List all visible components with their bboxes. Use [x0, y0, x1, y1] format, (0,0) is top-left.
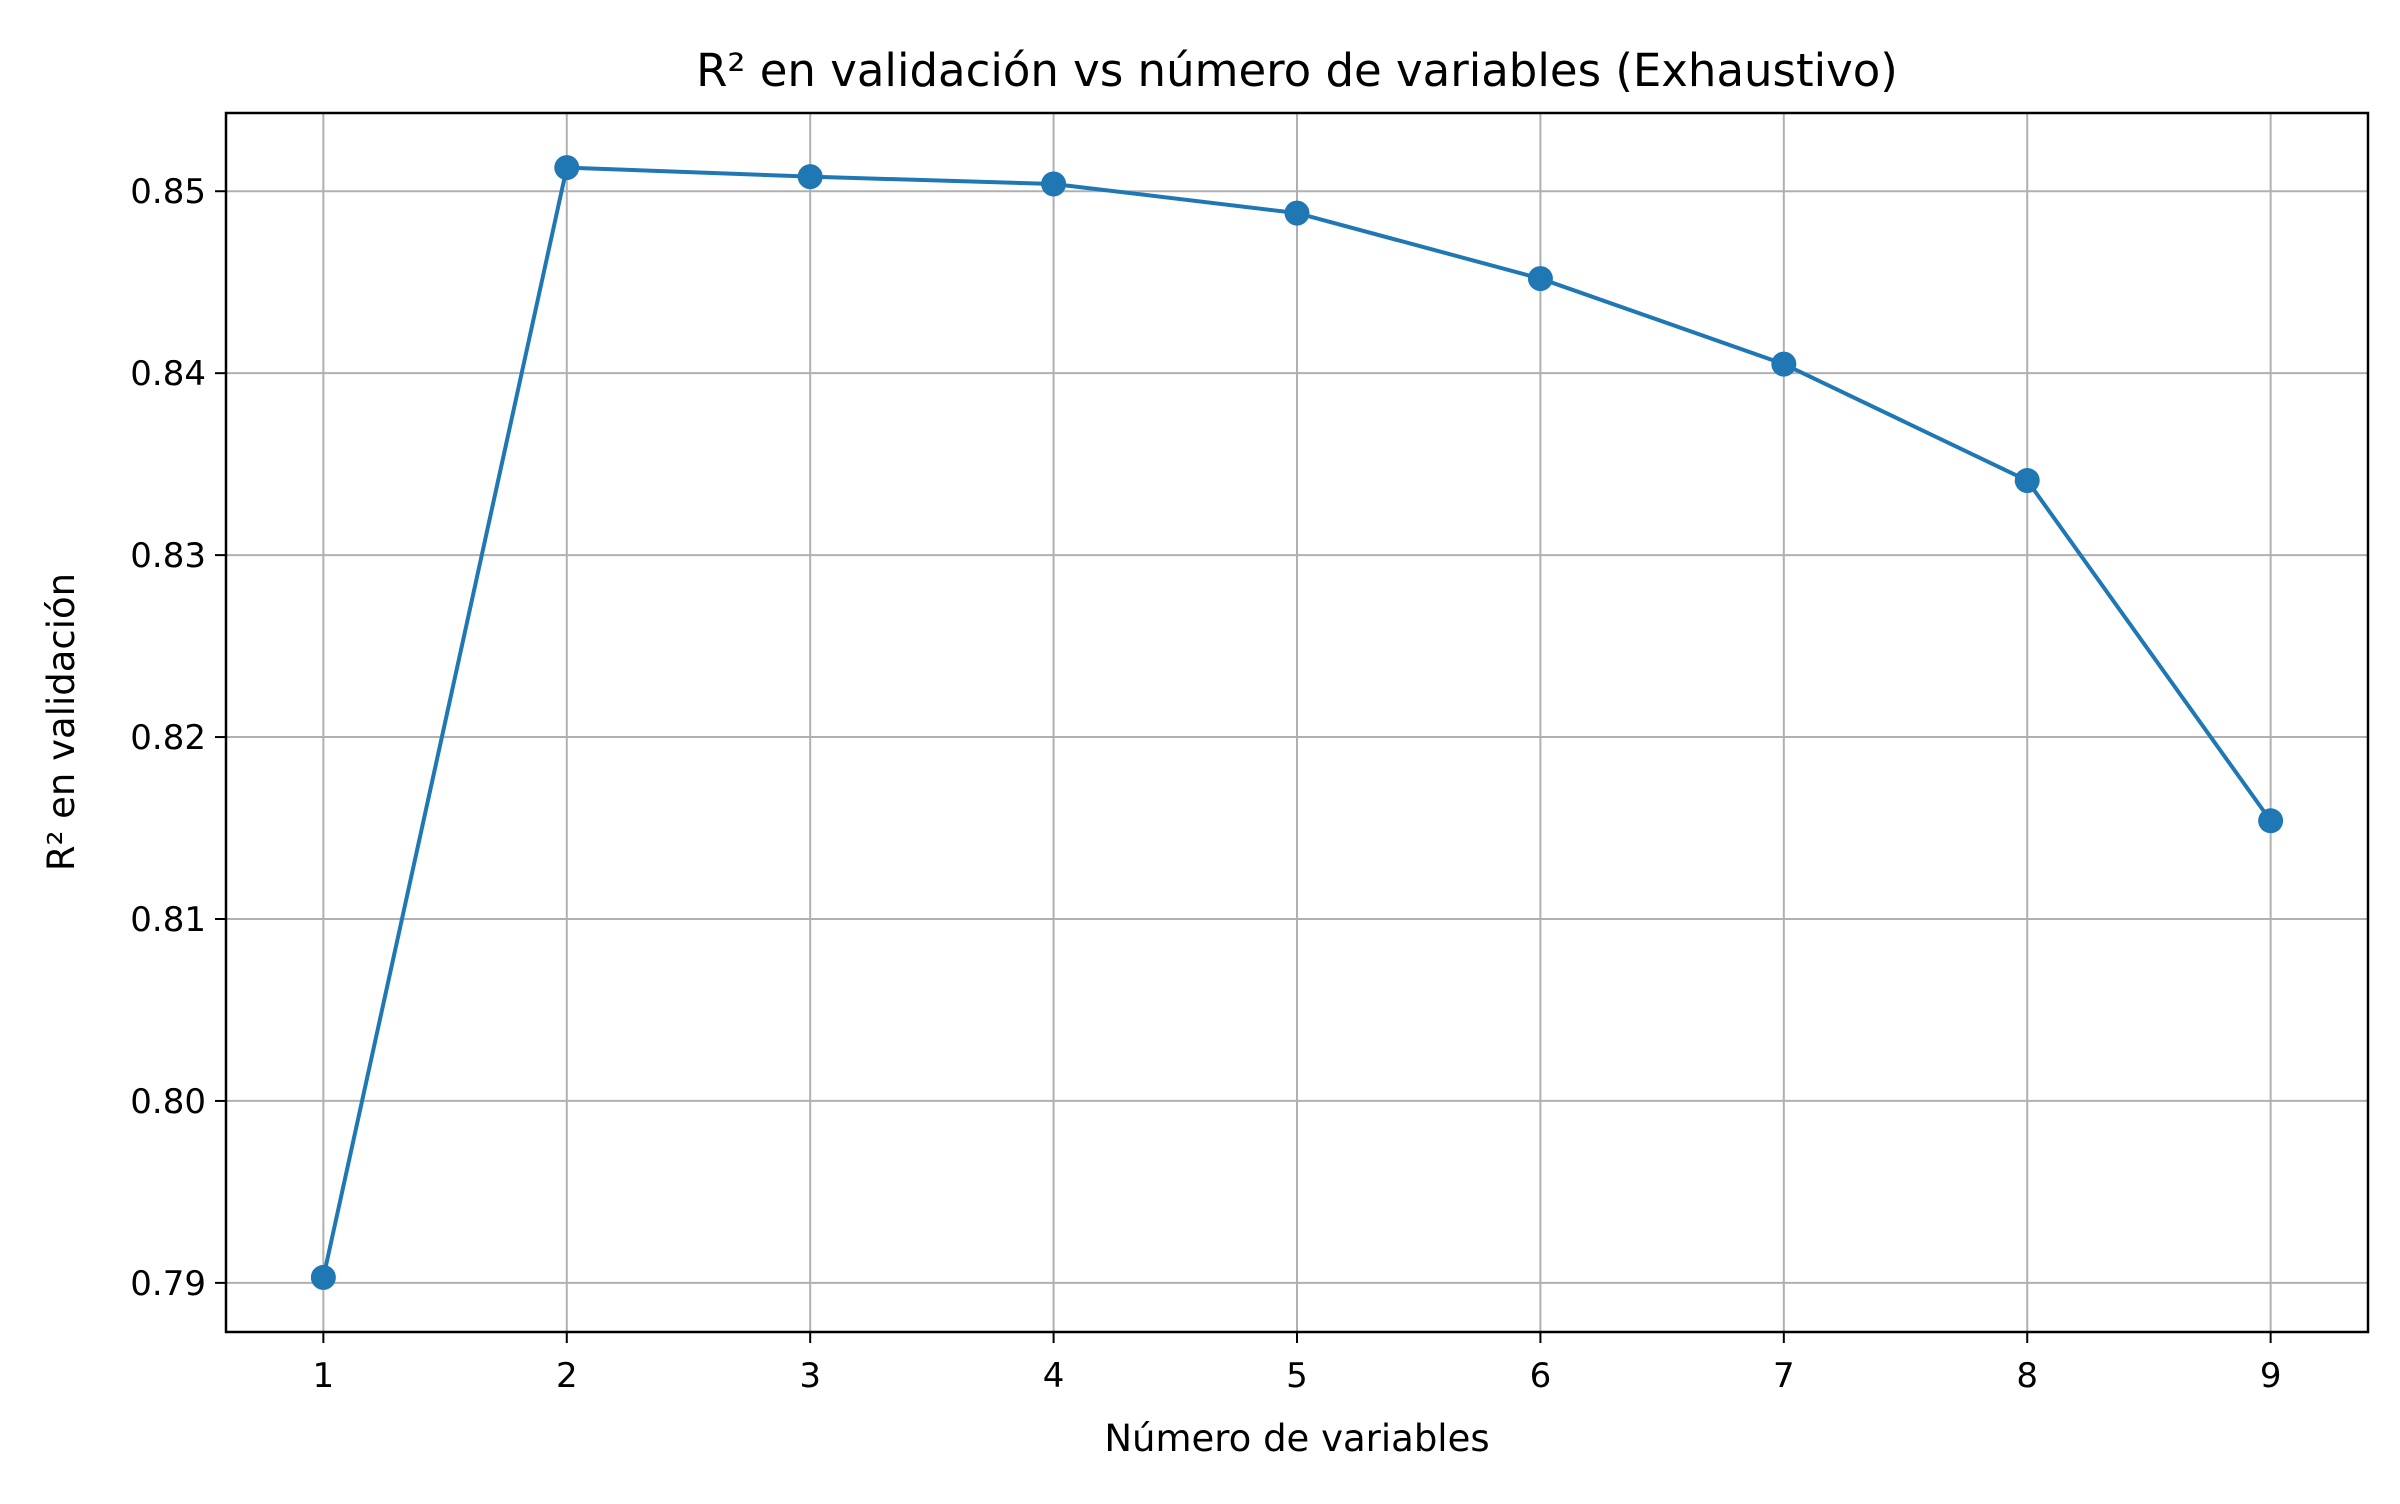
data-point [797, 164, 823, 190]
y-tick-label: 0.80 [130, 1082, 206, 1122]
ticks: 1 2 3 4 5 6 7 8 9 0.79 0.80 0.81 0.82 0.83 0.84 0.85 [130, 172, 2281, 1396]
x-tick-label: 2 [556, 1356, 578, 1396]
series-layer [310, 155, 2284, 1290]
data-point [1771, 351, 1797, 377]
grid [226, 113, 2368, 1332]
data-point [1284, 200, 1310, 226]
x-tick-label: 7 [1773, 1356, 1795, 1396]
y-tick-label: 0.83 [130, 536, 206, 576]
data-point [1527, 266, 1553, 292]
x-tick-label: 8 [2016, 1356, 2038, 1396]
y-tick-label: 0.84 [130, 354, 206, 394]
chart-title: R² en validación vs número de variables … [696, 44, 1898, 97]
data-point [554, 155, 580, 181]
x-tick-label: 4 [1043, 1356, 1065, 1396]
y-tick-label: 0.85 [130, 172, 206, 212]
y-tick-label: 0.79 [130, 1264, 206, 1304]
y-axis-title: R² en validación [40, 573, 83, 871]
x-axis-title: Número de variables [1104, 1417, 1489, 1460]
x-tick-label: 6 [1530, 1356, 1552, 1396]
y-tick-label: 0.81 [130, 900, 206, 940]
x-tick-label: 5 [1286, 1356, 1308, 1396]
y-tick-label: 0.82 [130, 718, 206, 758]
x-tick-label: 9 [2260, 1356, 2282, 1396]
data-point [310, 1264, 336, 1290]
data-point [1041, 171, 1067, 197]
x-tick-label: 3 [799, 1356, 821, 1396]
data-point [2258, 808, 2284, 834]
x-tick-label: 1 [313, 1356, 335, 1396]
data-point [2014, 468, 2040, 494]
